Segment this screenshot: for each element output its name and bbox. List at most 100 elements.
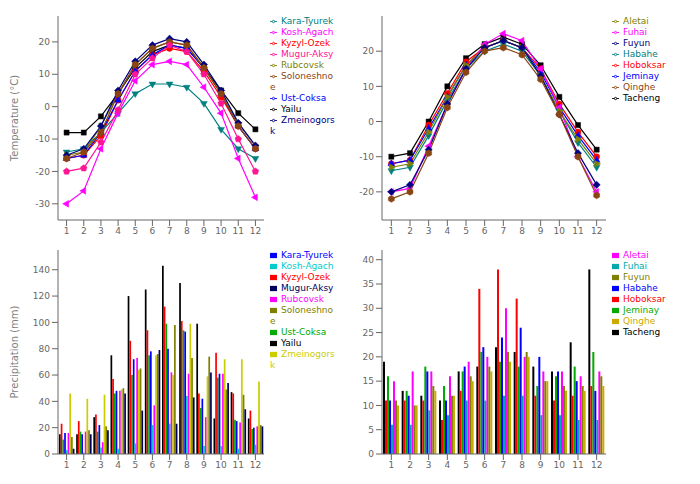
svg-text:80: 80: [39, 344, 51, 354]
svg-text:12: 12: [591, 460, 602, 470]
svg-text:4: 4: [115, 460, 121, 470]
svg-text:3: 3: [98, 226, 104, 236]
svg-text:3: 3: [426, 226, 432, 236]
html-text:Kara-Tyurek: Kara-Tyurek: [281, 250, 334, 260]
html-text:Mugur-Aksy: Mugur-Aksy: [281, 49, 334, 59]
svg-text:2: 2: [407, 460, 413, 470]
svg-text:8: 8: [519, 460, 525, 470]
svg-text:8: 8: [519, 226, 525, 236]
svg-text:1: 1: [388, 460, 394, 470]
html-text:Soloneshnoe: Soloneshnoe: [270, 71, 334, 92]
svg-text:9: 9: [201, 226, 207, 236]
svg-text:-10: -10: [359, 152, 374, 162]
svg-text:11: 11: [233, 226, 244, 236]
svg-text:10: 10: [39, 69, 51, 79]
svg-text:11: 11: [572, 226, 583, 236]
svg-text:100: 100: [33, 318, 50, 328]
svg-text:40: 40: [363, 255, 375, 265]
html-text:Soloneshnoe: Soloneshnoe: [270, 305, 334, 326]
svg-text:0: 0: [44, 449, 50, 459]
svg-text:-20: -20: [359, 187, 374, 197]
svg-text:0: 0: [44, 102, 50, 112]
html-text:Hoboksar: Hoboksar: [623, 60, 666, 70]
svg-text:4: 4: [444, 226, 450, 236]
svg-text:10: 10: [215, 226, 227, 236]
svg-text:Temperature (°C): Temperature (°C): [9, 75, 20, 162]
svg-text:10: 10: [363, 82, 375, 92]
html-text:Kara-Tyurek: Kara-Tyurek: [281, 16, 334, 26]
svg-text:1: 1: [64, 226, 70, 236]
svg-text:0: 0: [368, 449, 374, 459]
svg-text:60: 60: [39, 370, 51, 380]
svg-text:140: 140: [33, 265, 50, 275]
svg-text:0: 0: [368, 117, 374, 127]
html-text:Fuyun: Fuyun: [623, 38, 651, 48]
svg-text:120: 120: [33, 291, 50, 301]
html-text:Tacheng: Tacheng: [623, 93, 661, 103]
svg-text:35: 35: [363, 279, 374, 289]
svg-text:8: 8: [184, 460, 190, 470]
svg-text:12: 12: [250, 460, 261, 470]
html-text:Jeminay: Jeminay: [623, 71, 659, 81]
svg-text:10: 10: [554, 226, 566, 236]
svg-text:25: 25: [363, 328, 374, 338]
svg-text:4: 4: [444, 460, 450, 470]
svg-text:Precipitation (mm): Precipitation (mm): [9, 305, 20, 398]
svg-text:10: 10: [215, 460, 227, 470]
html-text:Kosh-Agach: Kosh-Agach: [281, 27, 334, 37]
svg-text:20: 20: [39, 423, 51, 433]
html-text:Qinghe: Qinghe: [623, 82, 656, 92]
svg-text:5: 5: [132, 226, 138, 236]
svg-text:2: 2: [81, 460, 87, 470]
svg-text:12: 12: [591, 226, 602, 236]
svg-text:7: 7: [500, 226, 506, 236]
svg-text:-10: -10: [35, 134, 50, 144]
svg-text:-20: -20: [35, 167, 50, 177]
svg-text:1: 1: [64, 460, 70, 470]
svg-text:11: 11: [572, 460, 583, 470]
svg-text:2: 2: [407, 226, 413, 236]
html-text:Ust-Coksa: Ust-Coksa: [281, 93, 327, 103]
svg-text:11: 11: [233, 460, 244, 470]
html-text:Kyzyl-Ozek: Kyzyl-Ozek: [281, 38, 331, 48]
svg-text:2: 2: [81, 226, 87, 236]
svg-text:8: 8: [184, 226, 190, 236]
html-text:Rubcovsk: Rubcovsk: [281, 60, 324, 70]
svg-text:20: 20: [363, 46, 375, 56]
svg-text:3: 3: [426, 460, 432, 470]
html-text:Fuhai: Fuhai: [623, 27, 648, 37]
svg-text:9: 9: [538, 226, 544, 236]
svg-text:1: 1: [388, 226, 394, 236]
svg-text:7: 7: [167, 226, 173, 236]
svg-text:-30: -30: [35, 199, 50, 209]
svg-text:10: 10: [554, 460, 566, 470]
svg-text:6: 6: [482, 460, 488, 470]
svg-text:7: 7: [500, 460, 506, 470]
svg-text:10: 10: [363, 401, 375, 411]
svg-text:40: 40: [39, 397, 51, 407]
svg-text:20: 20: [363, 352, 375, 362]
svg-text:12: 12: [250, 226, 261, 236]
svg-text:5: 5: [463, 460, 469, 470]
svg-text:7: 7: [167, 460, 173, 470]
html-text:Kosh-Agach: Kosh-Agach: [281, 261, 334, 271]
svg-text:5: 5: [368, 425, 374, 435]
html-text:Yailu: Yailu: [281, 104, 302, 114]
svg-text:9: 9: [201, 460, 207, 470]
svg-text:20: 20: [39, 37, 51, 47]
svg-text:15: 15: [363, 376, 374, 386]
html-text:Kyzyl-Ozek: Kyzyl-Ozek: [281, 272, 331, 282]
svg-text:3: 3: [98, 460, 104, 470]
svg-text:5: 5: [132, 460, 138, 470]
svg-text:6: 6: [150, 226, 156, 236]
svg-text:4: 4: [115, 226, 121, 236]
html-text:Zmeinogorsk: Zmeinogorsk: [270, 349, 335, 370]
svg-text:5: 5: [463, 226, 469, 236]
svg-text:30: 30: [363, 303, 375, 313]
svg-text:9: 9: [538, 460, 544, 470]
svg-text:6: 6: [482, 226, 488, 236]
html-text:Aletai: Aletai: [623, 16, 649, 26]
html-text:Habahe: Habahe: [623, 49, 658, 59]
html-text:Zmeinogorsk: Zmeinogorsk: [270, 115, 335, 136]
svg-text:6: 6: [150, 460, 156, 470]
